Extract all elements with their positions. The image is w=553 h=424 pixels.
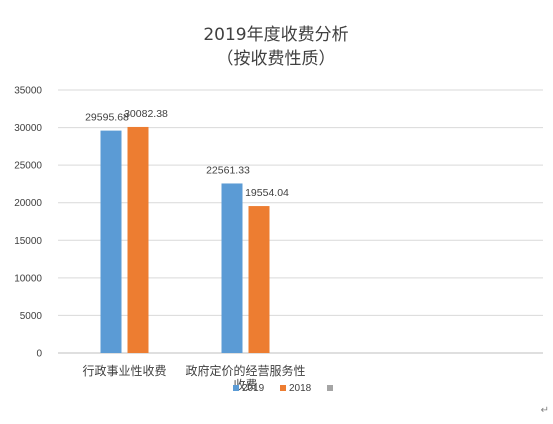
y-axis: 0 5000 10000 15000 20000 25000 30000 35000 [14, 86, 42, 360]
data-label: 22561.33 [206, 164, 250, 176]
category-label: 行政事业性收费 [82, 364, 166, 378]
bars [100, 126, 270, 354]
bar-2018-1 [248, 206, 270, 353]
x-axis: 行政事业性收费 政府定价的经营服务性收费 [82, 363, 305, 392]
bar-2019-0 [100, 130, 122, 353]
chart-subtitle: （按收费性质） [217, 49, 336, 69]
paragraph-mark: ↵ [540, 405, 549, 416]
category-label: 政府定价的经营服务性收费 [185, 363, 305, 392]
data-label: 30082.38 [124, 108, 168, 120]
y-tick-label: 30000 [14, 123, 42, 134]
bar-2019-1 [221, 183, 243, 353]
y-tick-label: 35000 [14, 86, 42, 97]
y-tick-label: 25000 [14, 161, 42, 172]
legend-swatch-2019 [233, 385, 239, 391]
legend-swatch-blank [327, 385, 333, 391]
legend-label: 2018 [289, 383, 312, 394]
legend-label: 2019 [242, 383, 265, 394]
y-tick-label: 0 [36, 349, 42, 360]
chart-title: 2019年度收费分析 [203, 25, 348, 45]
y-tick-label: 5000 [20, 311, 43, 322]
legend-swatch-2018 [280, 385, 286, 391]
data-label: 29595.68 [85, 112, 129, 124]
data-label: 19554.04 [245, 187, 289, 199]
bar-2018-0 [127, 126, 149, 354]
y-tick-label: 20000 [14, 198, 42, 209]
legend: 2019 2018 [233, 383, 333, 394]
y-tick-label: 15000 [14, 236, 42, 247]
y-tick-label: 10000 [14, 273, 42, 284]
